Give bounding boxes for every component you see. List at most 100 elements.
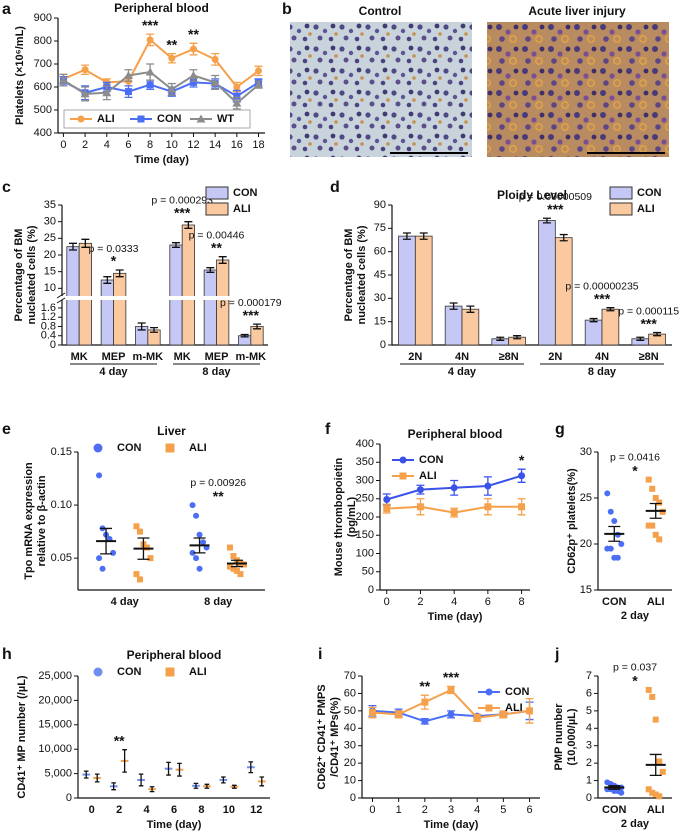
data-point [211,55,219,63]
legend-label: ALI [419,470,437,482]
data-point [254,67,262,75]
legend-marker [485,688,493,696]
data-point [526,707,534,715]
data-point [607,508,614,515]
x-tick-label: 12 [250,804,262,816]
bar [66,246,80,346]
y-tick-label: 15 [44,266,56,278]
data-point [518,472,526,480]
error-bar [259,776,265,787]
p-value: p = 0.00000509 [519,191,592,203]
panel-letter: c [2,179,11,196]
data-point [484,503,492,511]
significance: * [519,452,525,468]
x-tick-label: 4N [455,351,469,363]
y-tick-label: 0 [350,792,356,804]
legend-label: CON [117,442,142,454]
error-bar [103,276,112,284]
panel-letter: j [554,646,559,663]
data-point [143,544,150,551]
panel-letter: i [318,646,322,663]
x-tick-label: 0 [60,139,66,151]
data-point [230,553,237,560]
error-bar [68,242,77,251]
x-axis-label: Time (day) [147,819,202,831]
data-point [649,485,656,492]
bar [113,272,127,346]
legend-label: CON [157,113,182,125]
legend-label: WT [217,113,234,125]
x-tick-label: 3 [448,804,454,816]
significance: * [632,673,638,689]
y-tick-label: 15,000 [38,719,72,731]
y-axis-label: Tpo mRNA expression [23,462,35,580]
error-bar [206,267,215,273]
x-tick-label: 4 [451,596,457,608]
bar [461,308,480,346]
y-tick-label: 20 [344,757,356,769]
y-tick-label: 10 [44,282,56,294]
y-tick-label: 300 [356,474,374,486]
panel-letter: d [330,179,340,196]
p-value: p = 0.0416 [610,451,660,463]
image-title: Control [359,4,402,18]
data-point [188,71,198,79]
chart-title: Liver [157,424,186,438]
x-tick-label: MK [174,351,191,363]
y-tick-label: 0 [66,792,72,804]
bar [444,305,463,346]
data-point [80,89,90,98]
data-point [518,503,526,511]
data-point [58,75,68,84]
x-tick-label: ≥8N [639,351,659,363]
data-point [383,495,391,503]
y-axis-label: nucleated cells (%) [356,225,368,324]
error-bar [449,302,458,310]
y-tick-label: 900 [34,12,52,24]
x-tick-label: 6 [526,804,532,816]
data-point [230,565,237,572]
series-line [62,80,260,98]
series-label: ALI [647,596,665,608]
y-tick-label: 100 [356,547,374,559]
group-label: 8 day [202,366,231,378]
y-axis-label: Percentage of BM [13,229,25,322]
error-bar [150,326,159,333]
x-tick-label: MK [71,351,88,363]
micrograph [290,22,472,157]
x-tick-label: 12 [187,139,199,151]
error-bar [608,785,621,790]
y-axis-label: /CD41⁺ MPs(%) [329,697,341,777]
x-tick-label: 6 [485,596,491,608]
data-point [145,67,155,76]
legend-label: ALI [637,203,655,215]
x-tick-label: ≥8N [499,351,519,363]
y-tick-label: 25,000 [38,670,72,682]
y-axis-label: Platelets (×10⁶/mL) [14,26,26,125]
error-bar [240,333,249,338]
data-point [656,758,663,765]
legend-label: CON [637,187,662,199]
error-bar [232,784,237,789]
data-point [147,555,154,562]
y-tick-label: 1 [586,774,592,786]
significance: *** [174,204,191,220]
y-tick-label: 25 [44,232,56,244]
error-bar [193,537,206,554]
legend-label: CON [117,666,142,678]
significance: *** [547,201,564,217]
x-tick-label: 2 [417,596,423,608]
error-bar [608,525,621,542]
data-point [133,523,140,530]
significance: *** [443,669,460,685]
data-point [450,509,458,517]
legend-label: ALI [189,442,207,454]
data-point [645,476,652,483]
error-bar [149,786,155,793]
y-axis-label: CD62p⁺ platelets(%) [566,468,578,574]
legend-label: ALI [189,666,207,678]
data-point [618,541,625,547]
legend-label: CON [233,187,258,199]
bar [169,244,183,346]
significance: * [111,253,117,269]
